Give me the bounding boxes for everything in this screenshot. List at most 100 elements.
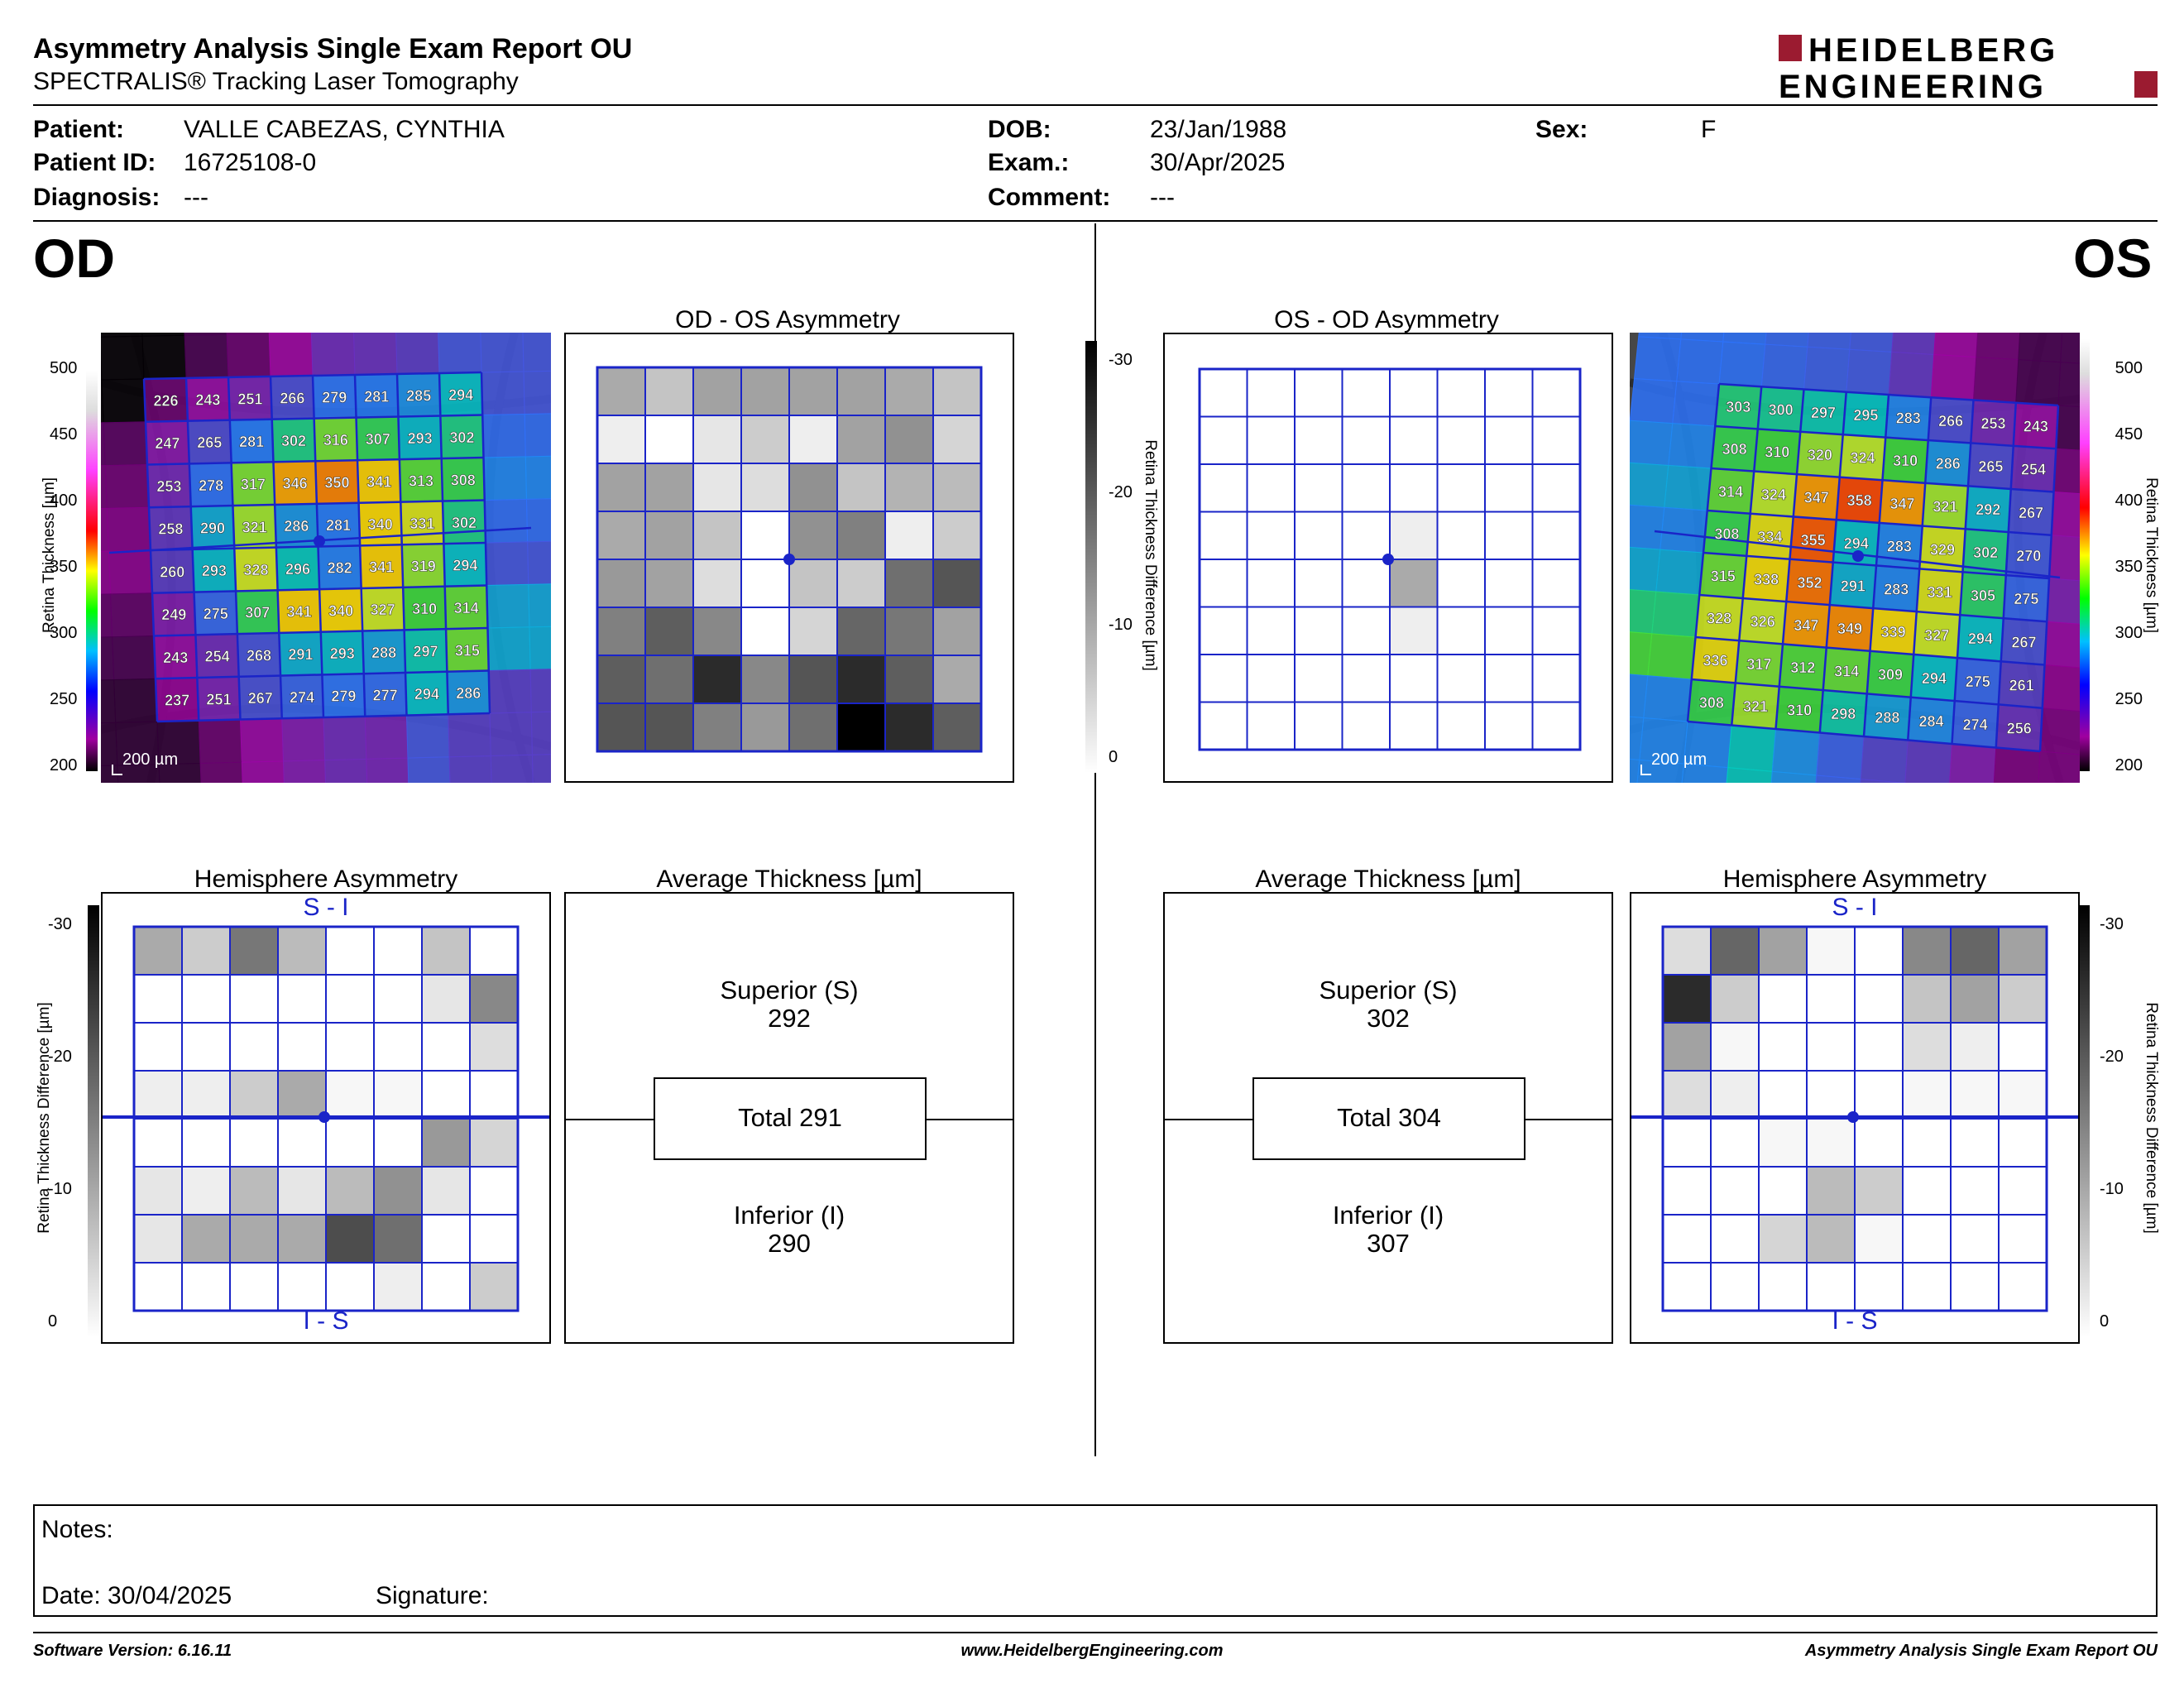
- thickness-value: 258: [158, 521, 183, 538]
- os-superior-value: 302: [1367, 1004, 1410, 1033]
- difference-cell: [373, 974, 423, 1024]
- patient-name: VALLE CABEZAS, CYNTHIA: [184, 116, 505, 143]
- difference-cell: [836, 559, 886, 608]
- difference-cell: [1199, 511, 1248, 560]
- grid-border: [596, 366, 983, 753]
- thickness-cell: [1949, 743, 1997, 783]
- thickness-value: 267: [2012, 634, 2037, 650]
- difference-cell: [1294, 511, 1343, 560]
- thickness-value: 265: [197, 434, 222, 451]
- thickness-cell: [310, 333, 356, 376]
- difference-cell: [1998, 1022, 2048, 1072]
- thickness-value: 314: [454, 600, 479, 616]
- thickness-cell: [1771, 728, 1821, 776]
- thickness-value: 286: [284, 518, 309, 535]
- thickness-value: 347: [1804, 490, 1829, 506]
- scale-tick: -20: [1109, 483, 1133, 501]
- os-thickness-colorbar: [2078, 339, 2090, 771]
- notes-box[interactable]: Notes: Date: 30/04/2025 Signature:: [33, 1504, 2158, 1617]
- difference-cell: [1854, 1262, 1904, 1312]
- difference-cell: [133, 1022, 183, 1072]
- thickness-value: 281: [364, 388, 389, 405]
- thickness-cell: [2039, 707, 2080, 755]
- thickness-value: 292: [1976, 501, 2000, 518]
- os-od-asymmetry-title: OS - OD Asymmetry: [1274, 306, 1499, 333]
- difference-cell: [229, 1118, 279, 1168]
- difference-cell: [277, 1214, 327, 1264]
- patient-id-label: Patient ID:: [33, 149, 156, 176]
- thickness-cell: [1816, 731, 1865, 780]
- fovea-marker: [318, 1111, 330, 1123]
- difference-cell: [788, 367, 838, 416]
- difference-cell: [1806, 1118, 1856, 1168]
- thickness-value: 275: [2014, 591, 2038, 607]
- thickness-value: 265: [1978, 458, 2003, 475]
- grid-line: [153, 626, 488, 637]
- website-link[interactable]: www.HeidelbergEngineering.com: [960, 1642, 1224, 1660]
- difference-cell: [277, 974, 327, 1024]
- logo-line2: ENGINEERING: [1779, 69, 2047, 103]
- difference-cell: [133, 926, 183, 976]
- thickness-value: 334: [1758, 529, 1783, 545]
- grid-line: [1699, 593, 2048, 623]
- thickness-cell: [490, 754, 534, 783]
- scale-tick: -30: [1109, 351, 1133, 369]
- difference-cell: [1902, 974, 1952, 1024]
- fovea-marker: [1382, 554, 1394, 565]
- difference-cell: [1246, 463, 1296, 513]
- difference-cell: [469, 1022, 519, 1072]
- difference-cell: [1902, 926, 1952, 976]
- diff-scale-left: -30 -20 -10 0: [48, 915, 84, 1342]
- difference-cell: [1341, 368, 1391, 418]
- thickness-cell: [1860, 779, 1906, 783]
- thickness-cell: [489, 712, 533, 757]
- difference-cell: [469, 974, 519, 1024]
- thickness-cell: [101, 722, 118, 767]
- od-thickness-scale-label: Retina Thickness [µm]: [41, 477, 58, 633]
- difference-cell: [1484, 701, 1534, 750]
- thickness-value: 286: [1936, 456, 1961, 472]
- signature-label: Signature:: [376, 1582, 489, 1609]
- difference-cell: [277, 1166, 327, 1216]
- difference-cell: [836, 655, 886, 704]
- thickness-value: 316: [323, 432, 348, 448]
- difference-cell: [277, 1022, 327, 1072]
- diff-colorbar-left: [88, 905, 99, 1337]
- difference-cell: [1436, 415, 1486, 465]
- thickness-cell: [1630, 546, 1661, 592]
- difference-cell: [373, 1214, 423, 1264]
- difference-cell: [740, 367, 790, 416]
- thickness-value: 275: [1966, 674, 1990, 690]
- fovea-marker: [1847, 1111, 1859, 1123]
- difference-cell: [1758, 1070, 1808, 1120]
- thickness-value: 358: [1847, 492, 1872, 509]
- thickness-value: 281: [239, 434, 264, 450]
- thickness-cell: [1651, 591, 1700, 638]
- difference-cell: [596, 367, 646, 416]
- thickness-cell: [525, 498, 551, 543]
- thickness-cell: [1630, 589, 1657, 635]
- thickness-value: 331: [410, 516, 434, 532]
- thickness-value: 324: [1761, 487, 1786, 503]
- os-thickness-scale: 500 450 400 350 300 250 200: [2093, 359, 2143, 774]
- thickness-value: 307: [245, 605, 270, 621]
- thickness-value: 282: [328, 560, 352, 577]
- difference-cell: [133, 1262, 183, 1312]
- thickness-cell: [101, 636, 115, 681]
- difference-cell: [1389, 368, 1439, 418]
- difference-cell: [1710, 926, 1760, 976]
- thickness-cell: [1891, 333, 1937, 355]
- difference-cell: [1341, 511, 1391, 560]
- difference-cell: [1389, 654, 1439, 703]
- difference-cell: [1854, 1166, 1904, 1216]
- thickness-cell: [528, 583, 551, 628]
- od-inferior-value: 290: [768, 1229, 811, 1258]
- scale-bar-icon: [112, 765, 122, 775]
- thickness-cell: [1655, 549, 1704, 596]
- difference-cell: [1294, 559, 1343, 608]
- thickness-cell: [2057, 362, 2080, 408]
- thickness-value: 303: [1726, 399, 1751, 415]
- difference-cell: [884, 607, 934, 656]
- thickness-value: 341: [366, 473, 391, 490]
- scale-tick: 0: [48, 1312, 58, 1331]
